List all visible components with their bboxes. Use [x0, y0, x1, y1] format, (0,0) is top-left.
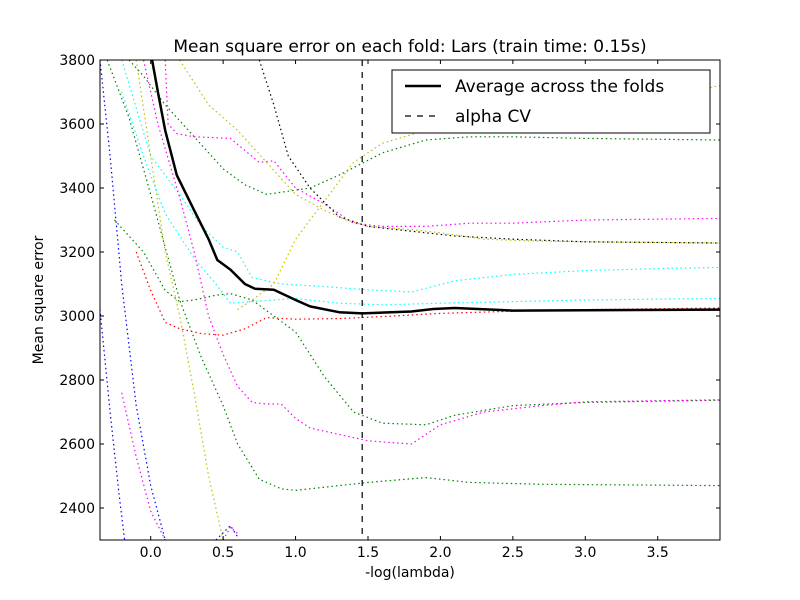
x-tick-label: 0.5	[212, 545, 234, 561]
legend-box	[391, 69, 711, 134]
x-tick-label: 1.5	[357, 545, 379, 561]
chart-title: Mean square error on each fold: Lars (tr…	[173, 37, 646, 57]
fold-4-line	[114, 219, 720, 426]
fold-1-line	[121, 60, 720, 293]
average-line	[150, 60, 720, 315]
x-tick-label: 1.0	[284, 545, 306, 561]
fold-11-line	[100, 309, 126, 540]
fold-16-line	[237, 85, 720, 311]
y-tick-label: 3400	[59, 181, 95, 197]
x-tick-label: 3.5	[647, 545, 669, 561]
fold-2-line	[121, 91, 720, 306]
legend-alpha-label: alpha CV	[455, 107, 531, 127]
y-tick-label: 2400	[59, 501, 95, 517]
y-tick-label: 3200	[59, 245, 95, 261]
y-tick-label: 3000	[59, 309, 95, 325]
fold-14-line	[179, 60, 720, 244]
y-tick-label: 3600	[59, 117, 95, 133]
y-tick-label: 2800	[59, 373, 95, 389]
fold-8-line	[121, 392, 166, 540]
x-tick-label: 2.0	[429, 545, 451, 561]
fold-5-line	[106, 60, 720, 492]
y-tick-label: 3800	[59, 53, 95, 69]
plot-lines	[100, 60, 720, 540]
plot-frame	[99, 59, 721, 541]
y-axis-label: Mean square error	[31, 235, 47, 364]
fold-7-line	[142, 60, 720, 445]
fold-13-line	[135, 251, 720, 336]
x-axis-label: -log(lambda)	[365, 565, 455, 581]
x-tick-label: 3.0	[574, 545, 596, 561]
fold-9-line	[222, 526, 238, 540]
fold-6-line	[164, 60, 720, 227]
legend-average-label: Average across the folds	[455, 77, 664, 97]
y-tick-label: 2600	[59, 437, 95, 453]
x-tick-label: 0.0	[140, 545, 162, 561]
legend: Average across the folds alpha CV	[391, 69, 711, 134]
x-tick-label: 2.5	[502, 545, 524, 561]
axis-ticks: 0.0 0.5 1.0 1.5 2.0 2.5 3.0 3.5 2400 2600 2800 3000…	[59, 53, 720, 561]
